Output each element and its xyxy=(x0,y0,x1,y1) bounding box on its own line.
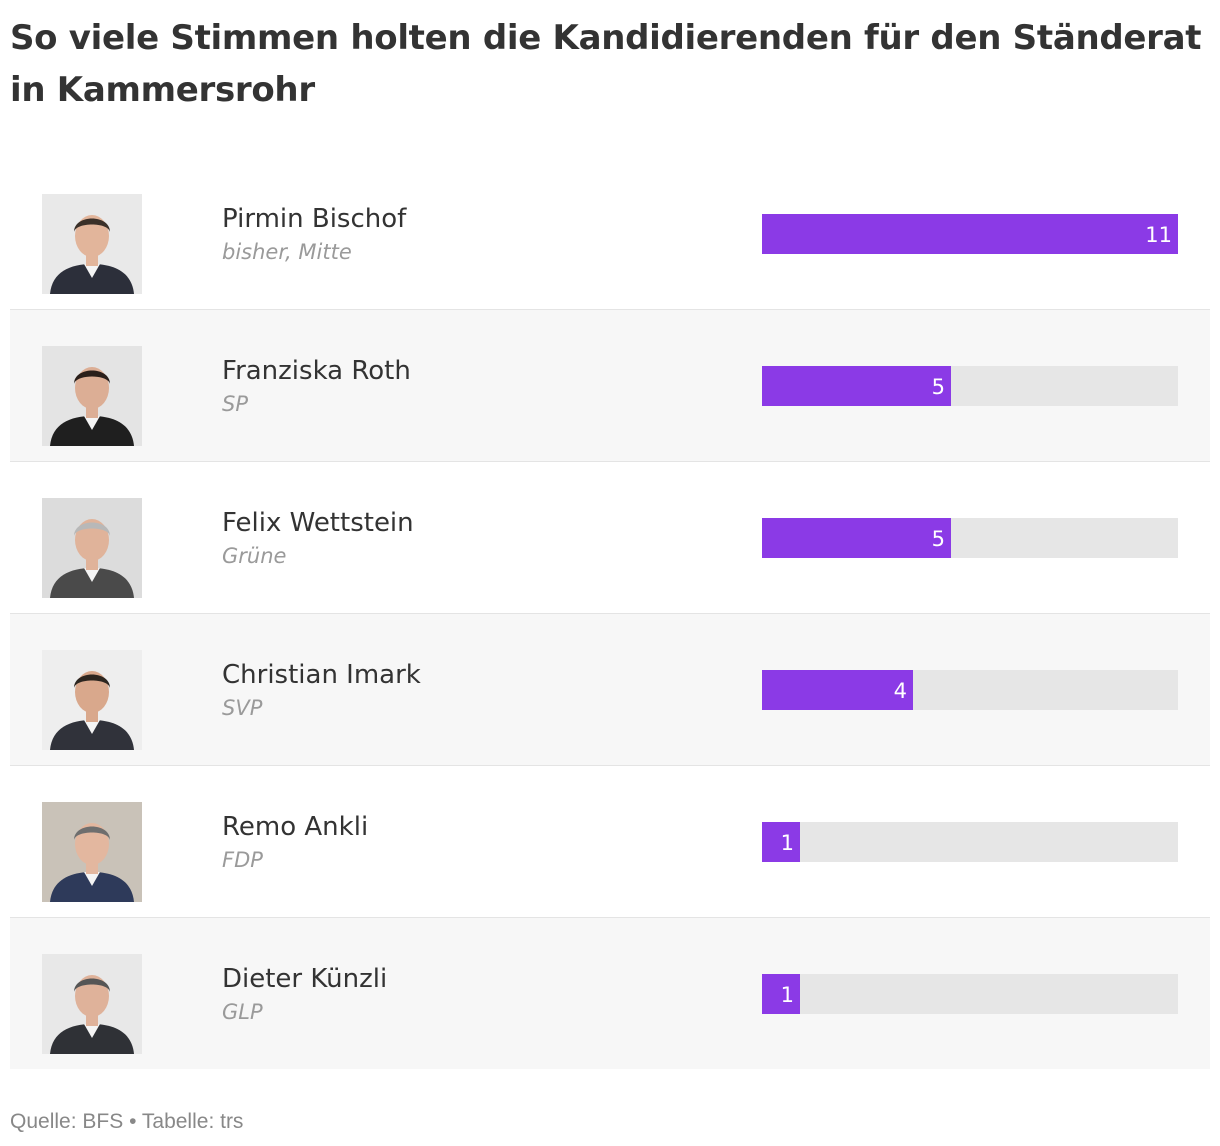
portrait-photo xyxy=(42,346,142,446)
table-row: Dieter Künzli GLP 1 xyxy=(10,918,1210,1069)
vote-bar xyxy=(762,518,951,558)
portrait-photo xyxy=(42,194,142,294)
candidate-party: Grüne xyxy=(222,544,287,568)
candidate-photo xyxy=(42,498,142,598)
vote-count-label: 1 xyxy=(780,831,794,855)
vote-bar xyxy=(762,822,800,862)
bar-track: 5 xyxy=(762,518,1178,558)
table-row: Felix Wettstein Grüne 5 xyxy=(10,462,1210,614)
vote-count-label: 4 xyxy=(893,679,907,703)
bar-track: 1 xyxy=(762,974,1178,1014)
vote-count-label: 1 xyxy=(780,983,794,1007)
candidate-name: Christian Imark xyxy=(222,660,421,690)
vote-bar xyxy=(762,214,1178,254)
candidate-party: SVP xyxy=(222,696,263,720)
vote-count-label: 5 xyxy=(931,375,945,399)
portrait-photo xyxy=(42,498,142,598)
candidate-photo xyxy=(42,650,142,750)
vote-bar xyxy=(762,366,951,406)
results-table: Pirmin Bischof bisher, Mitte 11 Franziska R… xyxy=(10,158,1210,1069)
footer-separator: • xyxy=(129,1110,137,1133)
vote-count-label: 5 xyxy=(931,527,945,551)
candidate-name: Franziska Roth xyxy=(222,356,411,386)
candidate-party: GLP xyxy=(222,1000,263,1024)
candidate-name: Dieter Künzli xyxy=(222,964,388,994)
table-row: Christian Imark SVP 4 xyxy=(10,614,1210,766)
source-label: Quelle: BFS xyxy=(10,1110,124,1133)
table-row: Remo Ankli FDP 1 xyxy=(10,766,1210,918)
bar-track: 11 xyxy=(762,214,1178,254)
candidate-party: FDP xyxy=(222,848,263,872)
candidate-party: SP xyxy=(222,392,248,416)
source-footer: Quelle: BFS • Tabelle: trs xyxy=(10,1108,243,1136)
table-row: Pirmin Bischof bisher, Mitte 11 xyxy=(10,158,1210,310)
chart-title: So viele Stimmen holten die Kandidierend… xyxy=(10,18,1202,110)
table-row: Franziska Roth SP 5 xyxy=(10,310,1210,462)
bar-track: 5 xyxy=(762,366,1178,406)
candidate-photo xyxy=(42,346,142,446)
vote-bar xyxy=(762,670,913,710)
bar-track: 1 xyxy=(762,822,1178,862)
candidate-photo xyxy=(42,954,142,1054)
candidate-name: Felix Wettstein xyxy=(222,508,414,538)
vote-bar xyxy=(762,974,800,1014)
candidate-photo xyxy=(42,802,142,902)
candidate-name: Pirmin Bischof xyxy=(222,204,407,234)
vote-count-label: 11 xyxy=(1145,223,1172,247)
candidate-name: Remo Ankli xyxy=(222,812,369,842)
portrait-photo xyxy=(42,802,142,902)
bar-track: 4 xyxy=(762,670,1178,710)
portrait-photo xyxy=(42,650,142,750)
candidate-party: bisher, Mitte xyxy=(222,240,352,264)
portrait-photo xyxy=(42,954,142,1054)
candidate-photo xyxy=(42,194,142,294)
credit-label: Tabelle: trs xyxy=(141,1110,244,1133)
